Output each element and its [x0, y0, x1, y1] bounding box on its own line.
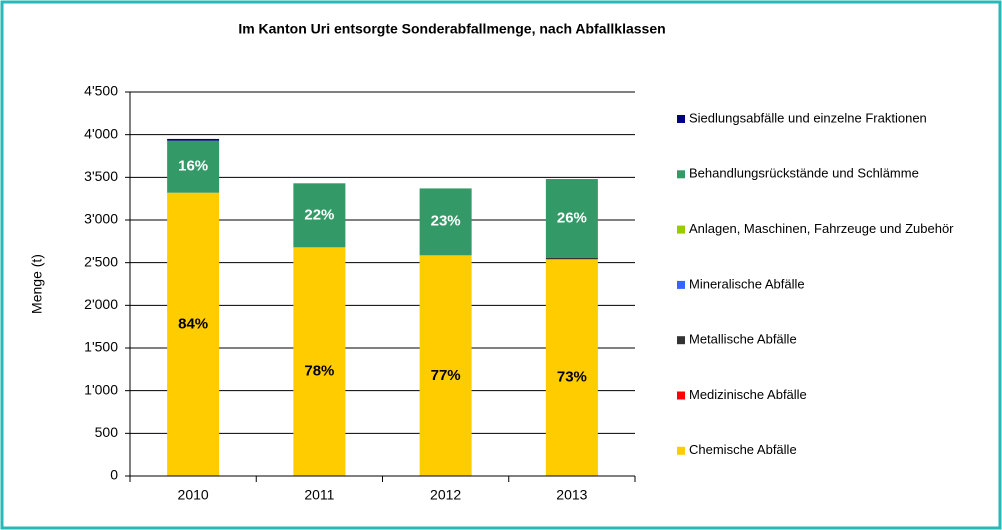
x-tick-label: 2012 — [430, 487, 461, 503]
y-tick-label: 1'500 — [84, 339, 118, 355]
legend-label: Mineralische Abfälle — [689, 276, 805, 291]
share-label: 23% — [431, 213, 461, 230]
bar-segment — [293, 183, 346, 248]
chart-title: Im Kanton Uri entsorgte Sonderabfallmeng… — [238, 21, 665, 37]
legend-label: Behandlungsrückstände und Schlämme — [689, 166, 919, 181]
share-label: 78% — [304, 363, 334, 380]
legend-swatch — [677, 446, 685, 455]
legend-label: Siedlungsabfälle und einzelne Fraktionen — [689, 110, 927, 125]
x-tick-label: 2011 — [304, 487, 334, 503]
share-label: 84% — [178, 315, 208, 332]
bar-segment — [545, 259, 598, 476]
y-tick-label: 4'500 — [84, 83, 118, 99]
bar-segment — [419, 255, 472, 476]
legend-swatch — [677, 391, 685, 400]
y-tick-label: 0 — [110, 467, 118, 483]
legend-label: Metallische Abfälle — [689, 332, 797, 347]
bar-segment — [167, 140, 220, 193]
y-axis-label: Menge (t) — [29, 254, 45, 314]
bar-segment — [293, 247, 346, 476]
bar-segment — [545, 257, 598, 260]
legend-swatch — [677, 280, 685, 289]
y-tick-label: 1'000 — [84, 381, 118, 397]
y-tick-label: 3'000 — [84, 211, 118, 227]
y-tick-label: 4'000 — [84, 125, 118, 141]
y-tick-label: 2'500 — [84, 253, 118, 269]
share-label: 22% — [304, 206, 334, 223]
share-label: 26% — [557, 209, 587, 226]
legend-swatch — [677, 225, 685, 234]
bar-segment — [167, 138, 220, 141]
x-tick-label: 2013 — [556, 487, 587, 503]
legend-label: Medizinische Abfälle — [689, 387, 807, 402]
legend-swatch — [677, 115, 685, 123]
bar-segment — [545, 179, 598, 258]
legend-label: Anlagen, Maschinen, Fahrzeuge und Zubehö… — [689, 221, 954, 236]
share-label: 73% — [557, 369, 587, 386]
share-label: 77% — [431, 367, 461, 384]
legend-swatch — [677, 336, 685, 345]
legend-label: Chemische Abfälle — [689, 442, 797, 457]
legend-swatch — [677, 170, 685, 179]
y-tick-label: 500 — [95, 424, 119, 440]
y-tick-label: 2'000 — [84, 296, 118, 312]
bar-segment — [419, 188, 472, 255]
share-label: 16% — [178, 158, 208, 175]
y-tick-label: 3'500 — [84, 168, 118, 184]
bar-segment — [167, 192, 220, 476]
bar-segment — [419, 254, 472, 256]
x-tick-label: 2010 — [178, 487, 209, 503]
